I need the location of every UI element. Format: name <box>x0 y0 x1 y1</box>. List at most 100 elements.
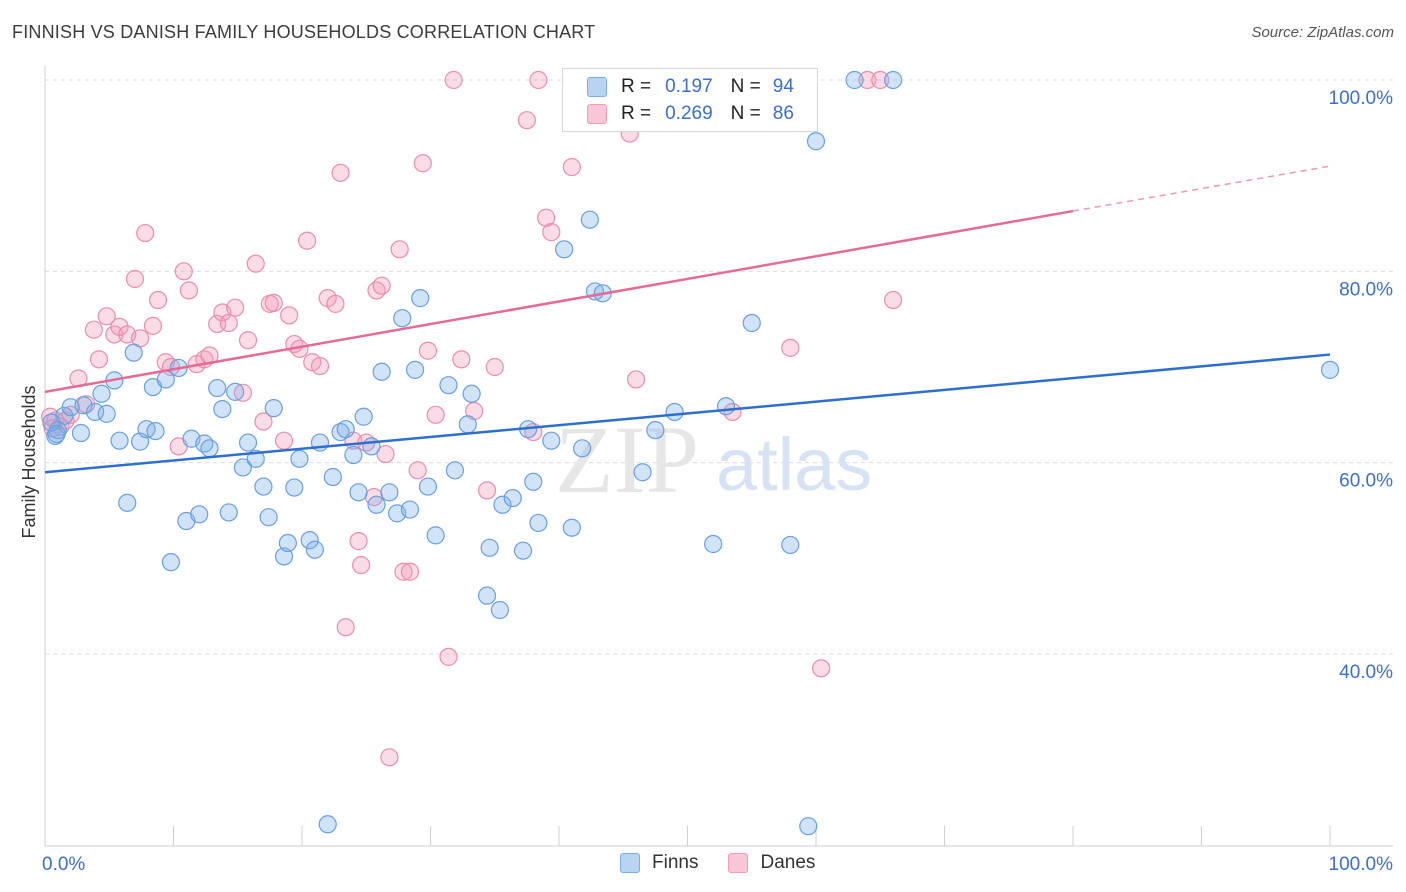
finns-point-82 <box>665 402 684 422</box>
danes-point-42 <box>310 356 330 376</box>
finns-point-66 <box>490 600 509 620</box>
danes-point-40 <box>298 231 317 250</box>
danes-point-28 <box>219 313 238 333</box>
legend-danes-label: Danes <box>760 852 816 873</box>
finns-point-51 <box>372 362 391 381</box>
finns-point-69 <box>513 541 533 560</box>
danes-point-58 <box>400 562 420 581</box>
finns-point-55 <box>400 500 420 519</box>
danes-trend-extension <box>1072 165 1331 212</box>
finns-point-75 <box>562 518 581 537</box>
finns-point-48 <box>354 407 373 426</box>
danes-point-17 <box>148 290 168 310</box>
finns-point-44 <box>331 422 350 442</box>
finns-point-73 <box>542 431 561 450</box>
finns-points <box>42 70 1340 836</box>
stats-legend: R = 0.197 N = 94 R = 0.269 N = 86 <box>562 68 818 132</box>
finns-point-54 <box>393 309 412 328</box>
danes-point-62 <box>426 405 445 424</box>
watermark: ZIP atlas <box>555 406 872 513</box>
danes-point-56 <box>390 240 409 259</box>
finns-point-92 <box>42 413 61 432</box>
watermark-zip: ZIP <box>555 406 699 513</box>
finns-point-89 <box>799 817 818 836</box>
finns-point-63 <box>462 384 481 403</box>
finns-point-12 <box>124 343 143 362</box>
finns-point-43 <box>323 467 342 487</box>
danes-trend-line <box>44 209 1074 394</box>
legend-item-danes[interactable]: Danes <box>728 852 815 874</box>
danes-point-69 <box>517 111 536 130</box>
finns-point-25 <box>208 378 227 398</box>
danes-point-44 <box>326 294 345 313</box>
danes-n-label: N = <box>730 103 761 124</box>
finns-point-30 <box>238 433 258 452</box>
danes-point-83 <box>871 70 890 90</box>
danes-point-13 <box>125 269 145 289</box>
finns-point-45 <box>336 420 355 439</box>
finns-point-85 <box>742 313 761 333</box>
finns-point-71 <box>524 472 543 491</box>
finns-point-33 <box>259 508 278 527</box>
legend-item-finns[interactable]: Finns <box>620 852 698 874</box>
finns-r-label: R = <box>621 76 652 97</box>
finns-point-90 <box>1320 360 1340 379</box>
axes <box>44 66 1393 847</box>
finns-point-10 <box>110 431 129 450</box>
danes-point-8 <box>89 350 109 369</box>
finns-point-80 <box>633 463 652 482</box>
danes-swatch <box>587 104 607 124</box>
y-tick-labels: 100.0% 80.0% 60.0% 40.0% <box>1329 88 1394 683</box>
y-tick-label-80: 80.0% <box>1339 279 1393 300</box>
danes-point-33 <box>254 412 273 431</box>
finns-point-61 <box>445 461 465 480</box>
legend-row-finns: R = 0.197 N = 94 <box>587 74 812 100</box>
x-tick-label-max: 100.0% <box>1329 854 1394 875</box>
danes-point-84 <box>883 290 903 310</box>
danes-point-61 <box>418 341 438 360</box>
danes-point-22 <box>179 281 199 300</box>
danes-n-value: 86 <box>772 103 794 124</box>
danes-point-45 <box>331 163 350 182</box>
finns-point-74 <box>555 240 574 259</box>
finns-point-67 <box>493 495 512 514</box>
y-tick-label-60: 60.0% <box>1339 471 1393 492</box>
finns-point-40 <box>305 540 324 559</box>
danes-point-16 <box>143 316 163 335</box>
finns-point-8 <box>97 404 116 423</box>
legend-finns-swatch <box>620 853 640 873</box>
danes-point-73 <box>542 223 561 242</box>
danes-point-15 <box>136 223 155 243</box>
finns-point-93 <box>47 424 66 444</box>
y-tick-label-100: 100.0% <box>1329 88 1394 109</box>
finns-point-29 <box>233 458 252 477</box>
finns-point-58 <box>418 477 438 496</box>
danes-point-57 <box>394 562 413 581</box>
danes-point-77 <box>626 370 646 389</box>
danes-r-label: R = <box>621 103 652 124</box>
danes-point-82 <box>858 70 877 90</box>
danes-point-49 <box>352 555 371 575</box>
finns-trend-line <box>44 353 1331 474</box>
danes-point-30 <box>233 383 252 402</box>
finns-point-49 <box>362 437 381 456</box>
danes-point-59 <box>408 461 427 480</box>
finns-point-56 <box>405 360 425 379</box>
finns-point-86 <box>781 535 800 555</box>
x-tick-label-min: 0.0% <box>42 854 85 875</box>
danes-point-68 <box>485 357 504 377</box>
finns-point-57 <box>411 289 430 308</box>
legend-finns-label: Finns <box>652 852 699 873</box>
chart-title: FINNISH VS DANISH FAMILY HOUSEHOLDS CORR… <box>12 22 596 42</box>
finns-point-38 <box>290 449 309 468</box>
danes-point-35 <box>264 293 283 313</box>
finns-point-14 <box>137 420 156 439</box>
danes-point-31 <box>238 331 258 350</box>
danes-point-64 <box>444 70 463 90</box>
finns-point-16 <box>146 421 165 441</box>
danes-point-11 <box>110 317 129 336</box>
danes-point-80 <box>781 338 800 357</box>
finns-point-22 <box>190 505 209 524</box>
finns-point-27 <box>219 503 238 522</box>
